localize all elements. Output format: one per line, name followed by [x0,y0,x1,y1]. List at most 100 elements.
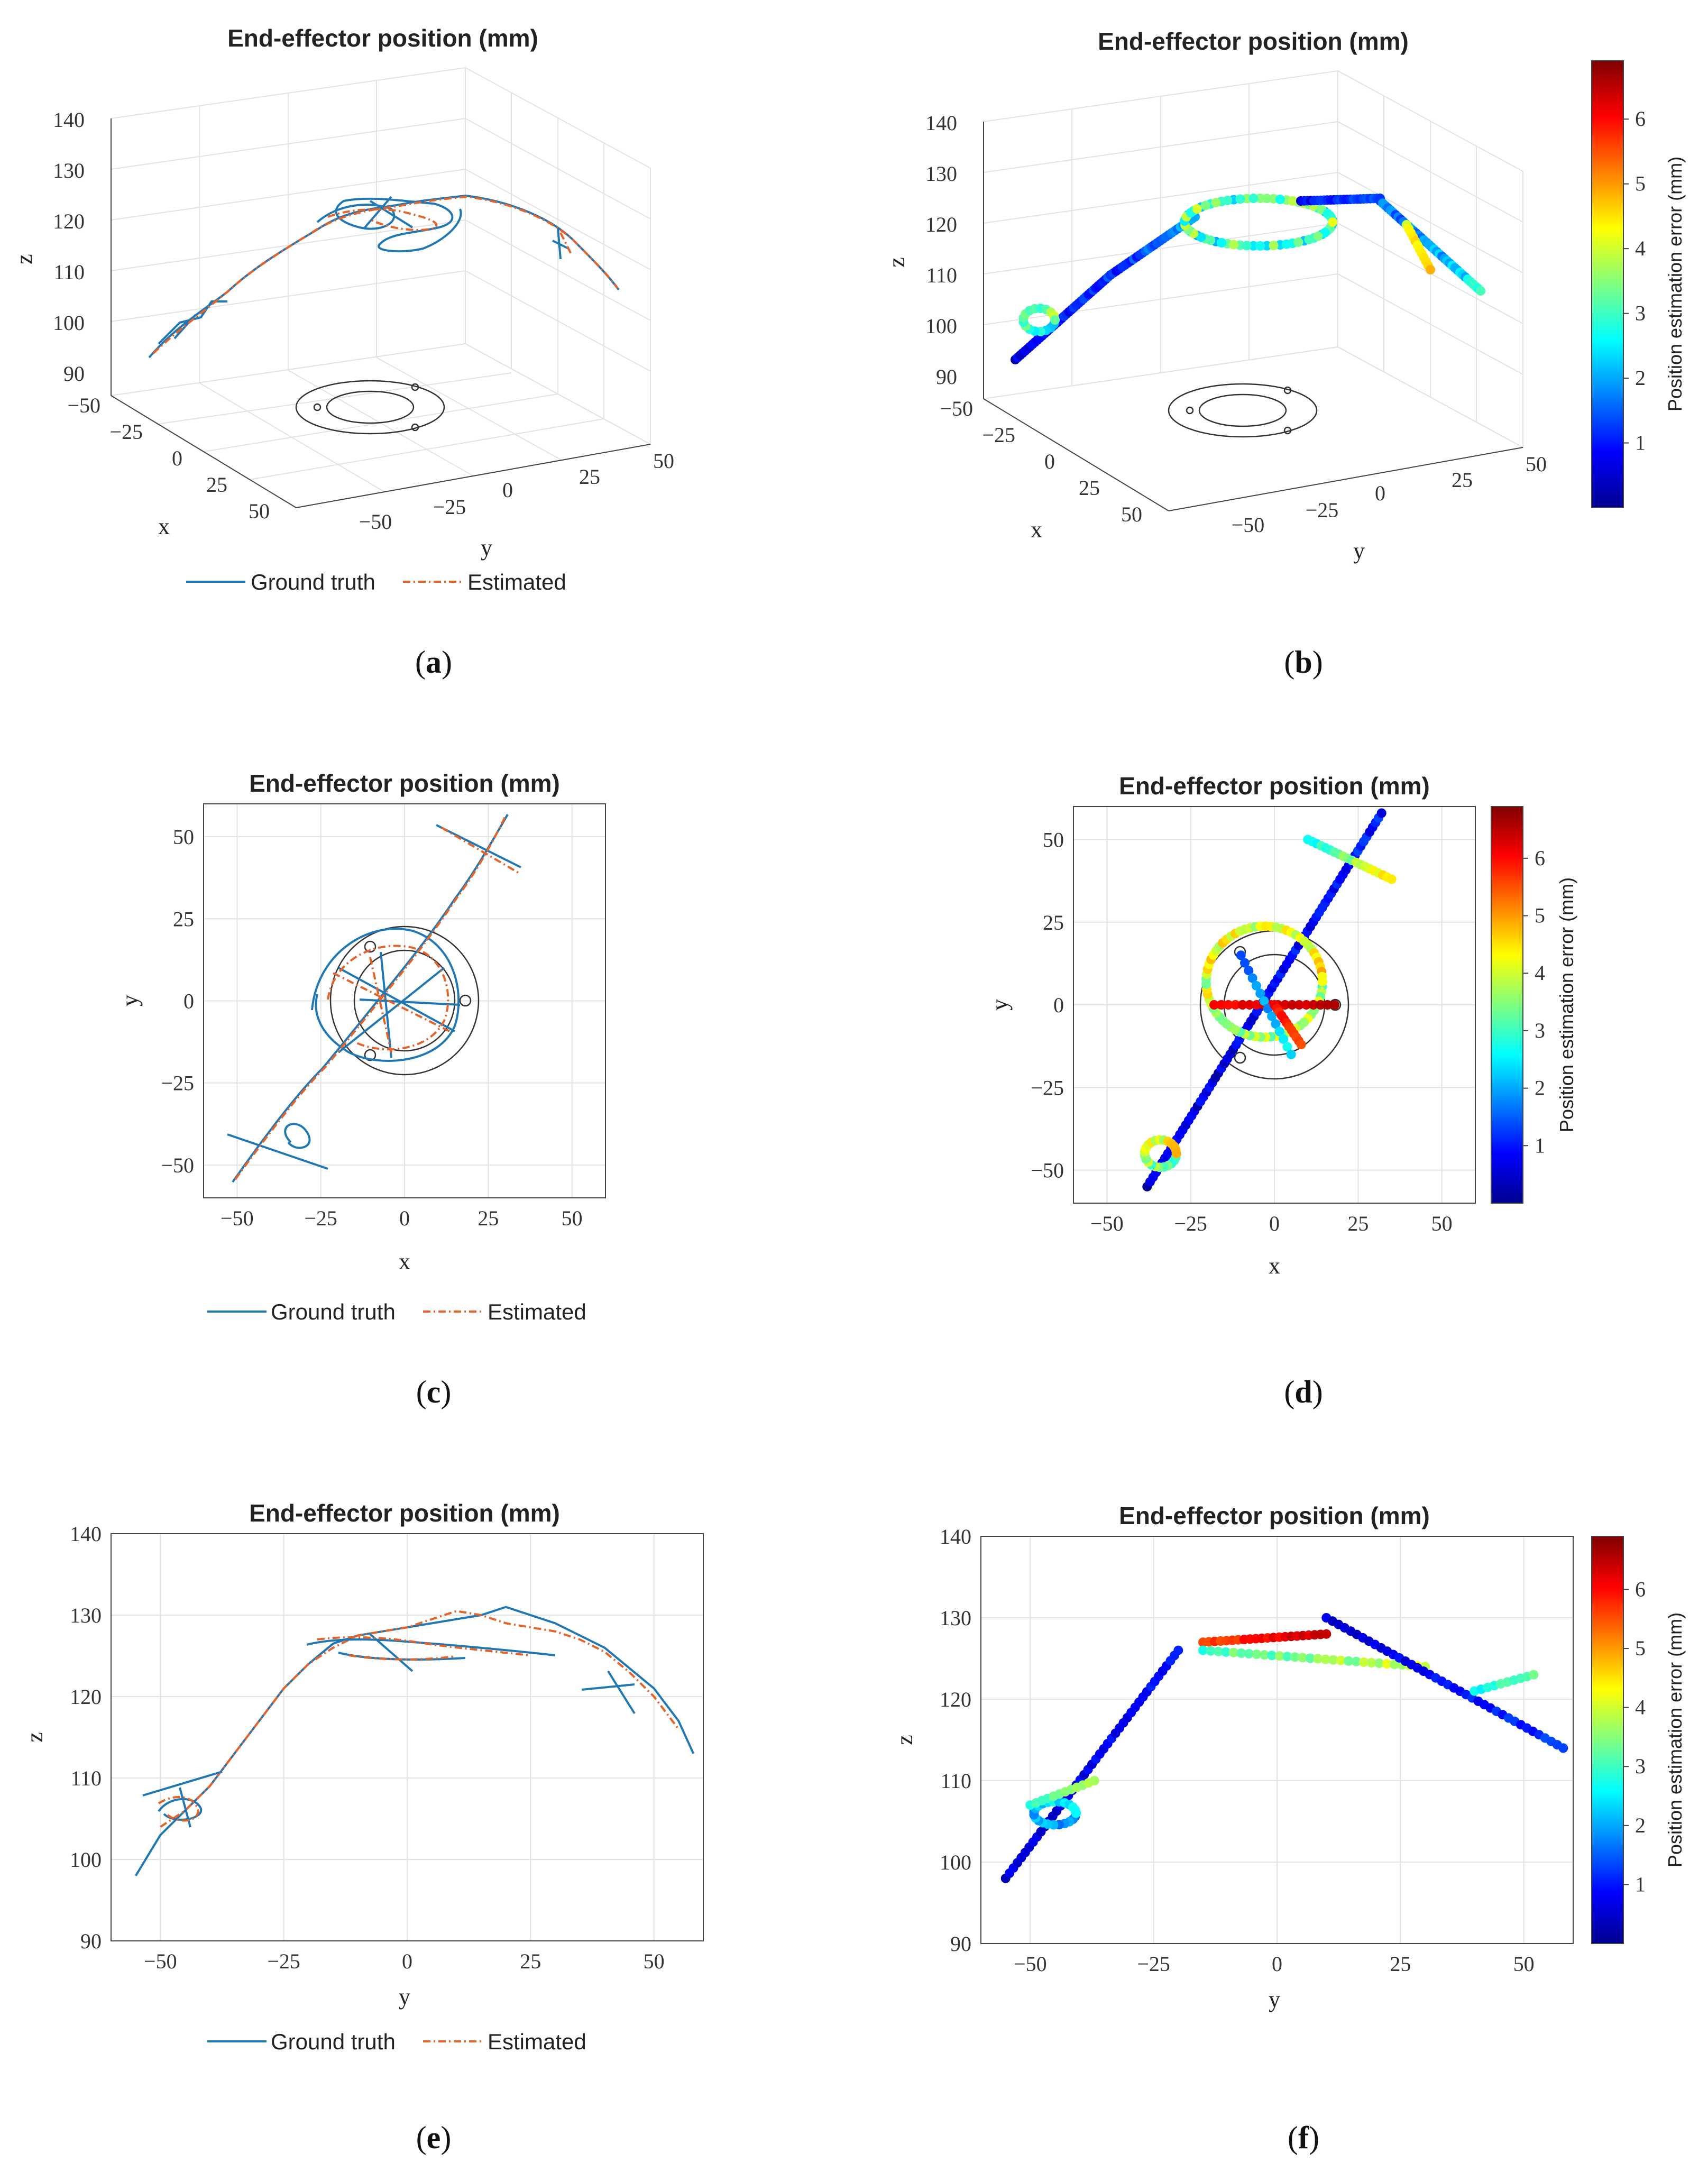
panel-b-xtick: −50 [940,397,973,420]
panel-a-xtick: 25 [206,473,227,497]
panel-a: End-effector position (mm) [11,24,674,680]
panel-f-xtick: −50 [1014,1952,1047,1976]
panel-f-point [1313,1654,1323,1664]
panel-f-point [1206,1646,1216,1656]
panel-b-ztick: 120 [925,213,957,236]
panel-d: End-effector position (mm) −50 −25 0 25 50−5… [987,772,1577,1409]
panel-d-point [1386,874,1397,884]
panel-f-error-points [1000,1613,1568,1883]
panel-f-point [1529,1670,1539,1680]
panel-b-xtick: 25 [1079,476,1100,500]
panel-b-point [1293,237,1303,247]
panel-a-ytick: 0 [502,478,513,502]
panel-e-xtick: 25 [520,1949,541,1973]
panel-a-legend-estimated-label: Estimated [467,570,566,594]
panel-c-ticks: −50 −25 0 25 50 −50 −25 0 25 50 [161,825,582,1230]
colorbar-tick: 6 [1535,846,1545,870]
panel-a-ztick: 90 [63,362,85,386]
panel-f-ytick: 130 [940,1606,971,1630]
panel-b-ztick: 110 [926,263,957,287]
panel-c-base-ring [329,925,480,1076]
panel-f-point [1228,1647,1238,1657]
panel-f-point [1298,1653,1308,1663]
panel-c-legend-ground-truth-label: Ground truth [271,1299,396,1324]
panel-e-plot-area [111,1533,704,1941]
panel-b-ticks: 140 130 120 110 100 90 z −50 −25 0 25 50… [884,111,1547,564]
panel-c-ytick: −50 [161,1153,194,1177]
panel-c-xtick: 25 [477,1206,499,1230]
panel-c-ground-truth-line [227,814,521,1183]
panel-a-xtick: −25 [109,420,143,444]
panel-e-legend-ground-truth-label: Ground truth [271,2029,396,2054]
panel-f-point [1359,1657,1369,1667]
panel-e-extra-loops [142,1633,636,1828]
panel-b-caption: (b) [1284,645,1323,680]
panel-d-title: End-effector position (mm) [1119,772,1430,800]
panel-e-grid [111,1533,703,1941]
panel-d-point [1209,1000,1219,1010]
panel-a-xtick: 0 [172,446,182,470]
panel-a-zlabel: z [11,254,37,264]
panel-e-xtick: −25 [267,1949,300,1973]
panel-c-ytick: 25 [173,907,194,931]
panel-a-ytick: −25 [433,495,466,519]
panel-f-colorbar: 1 2 3 4 5 6 Position estimation error (mm) [1591,1536,1686,1944]
panel-c-curves [227,814,521,1183]
panel-f-point [1274,1651,1284,1661]
panel-f-ytick: 90 [950,1932,971,1956]
panel-b-point [1262,194,1272,204]
panel-d-xtick: 25 [1347,1212,1369,1235]
panel-b-xtick: 0 [1044,450,1055,473]
panel-b-point [1426,265,1435,274]
panel-d-point [1216,1000,1226,1010]
panel-b-ytick: 25 [1452,468,1473,492]
panel-f-point [1221,1647,1231,1657]
panel-b-point [1242,241,1252,251]
panel-d-point [1279,1034,1289,1044]
panel-a-legend-ground-truth-label: Ground truth [251,570,375,594]
panel-f-point [1366,1658,1376,1667]
panel-d-ytick: −25 [1031,1076,1064,1099]
panel-b-xlabel: x [1031,517,1042,543]
colorbar-tick: 1 [1535,1133,1545,1157]
panel-a-ztick: 120 [53,209,85,233]
panel-f-point [1336,1655,1346,1665]
panel-b-xtick: 50 [1121,502,1142,526]
panel-f-point [1320,1654,1330,1664]
panel-a-ztick: 110 [53,260,85,284]
panel-e-ground-truth-loops [142,1633,636,1828]
panel-c-xtick: −25 [304,1206,337,1230]
panel-d-point [1244,966,1254,976]
panel-d-error-points [1140,808,1397,1192]
panel-a-box [111,67,652,509]
panel-f-xlabel: y [1269,1986,1280,2012]
panel-b-ytick: 0 [1375,481,1385,505]
panel-b-point [1206,235,1216,245]
panel-b-base-ring [1168,383,1318,438]
panel-e-estimated-line [160,1610,679,1828]
panel-d-point [1240,958,1250,968]
panel-a-xlabel: x [158,514,170,539]
panel-b-colorbar: 1 2 3 4 5 6 Position estimation error (mm) [1591,60,1686,508]
panel-c-ytick: 50 [173,825,194,849]
panel-d-caption: (d) [1284,1374,1323,1409]
panel-d-xtick: −25 [1174,1212,1207,1235]
panel-b-point [1050,315,1060,325]
panel-b-ztick: 130 [925,162,957,186]
panel-f-point [1173,1645,1183,1655]
panel-d-point [1286,1049,1296,1059]
panel-d-point [1236,950,1246,960]
panel-d-point [1255,988,1265,998]
panel-c-plot-area [203,803,606,1198]
colorbar-tick: 3 [1635,301,1646,325]
panel-f-point [1236,1648,1246,1658]
panel-e-ground-truth-line [134,1606,695,1876]
panel-d-point [1318,977,1327,987]
panel-a-caption: (a) [415,645,452,680]
panel-d-colorbar: 1 2 3 4 5 6 Position estimation error (mm) [1491,806,1577,1204]
panel-d-xtick: 0 [1269,1212,1280,1235]
panel-b-point [1192,204,1202,214]
panel-a-ground-truth-line [148,195,620,359]
panel-b-point [1255,194,1265,203]
